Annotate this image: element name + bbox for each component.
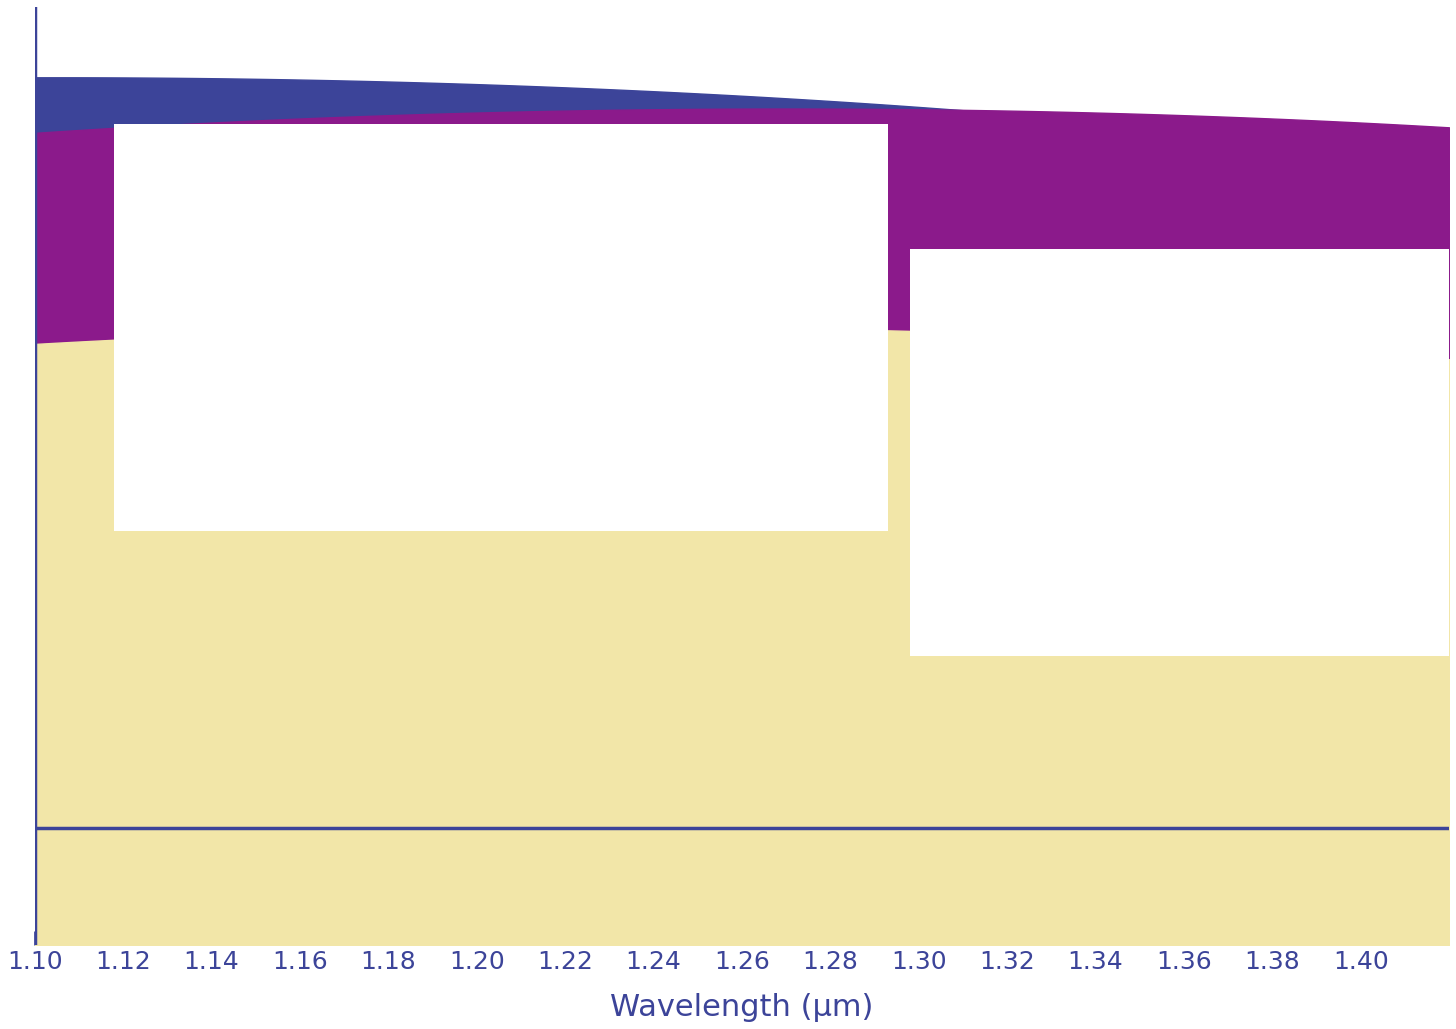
FancyBboxPatch shape <box>910 249 1456 655</box>
FancyBboxPatch shape <box>115 125 888 531</box>
X-axis label: Wavelength (µm): Wavelength (µm) <box>610 993 874 1022</box>
